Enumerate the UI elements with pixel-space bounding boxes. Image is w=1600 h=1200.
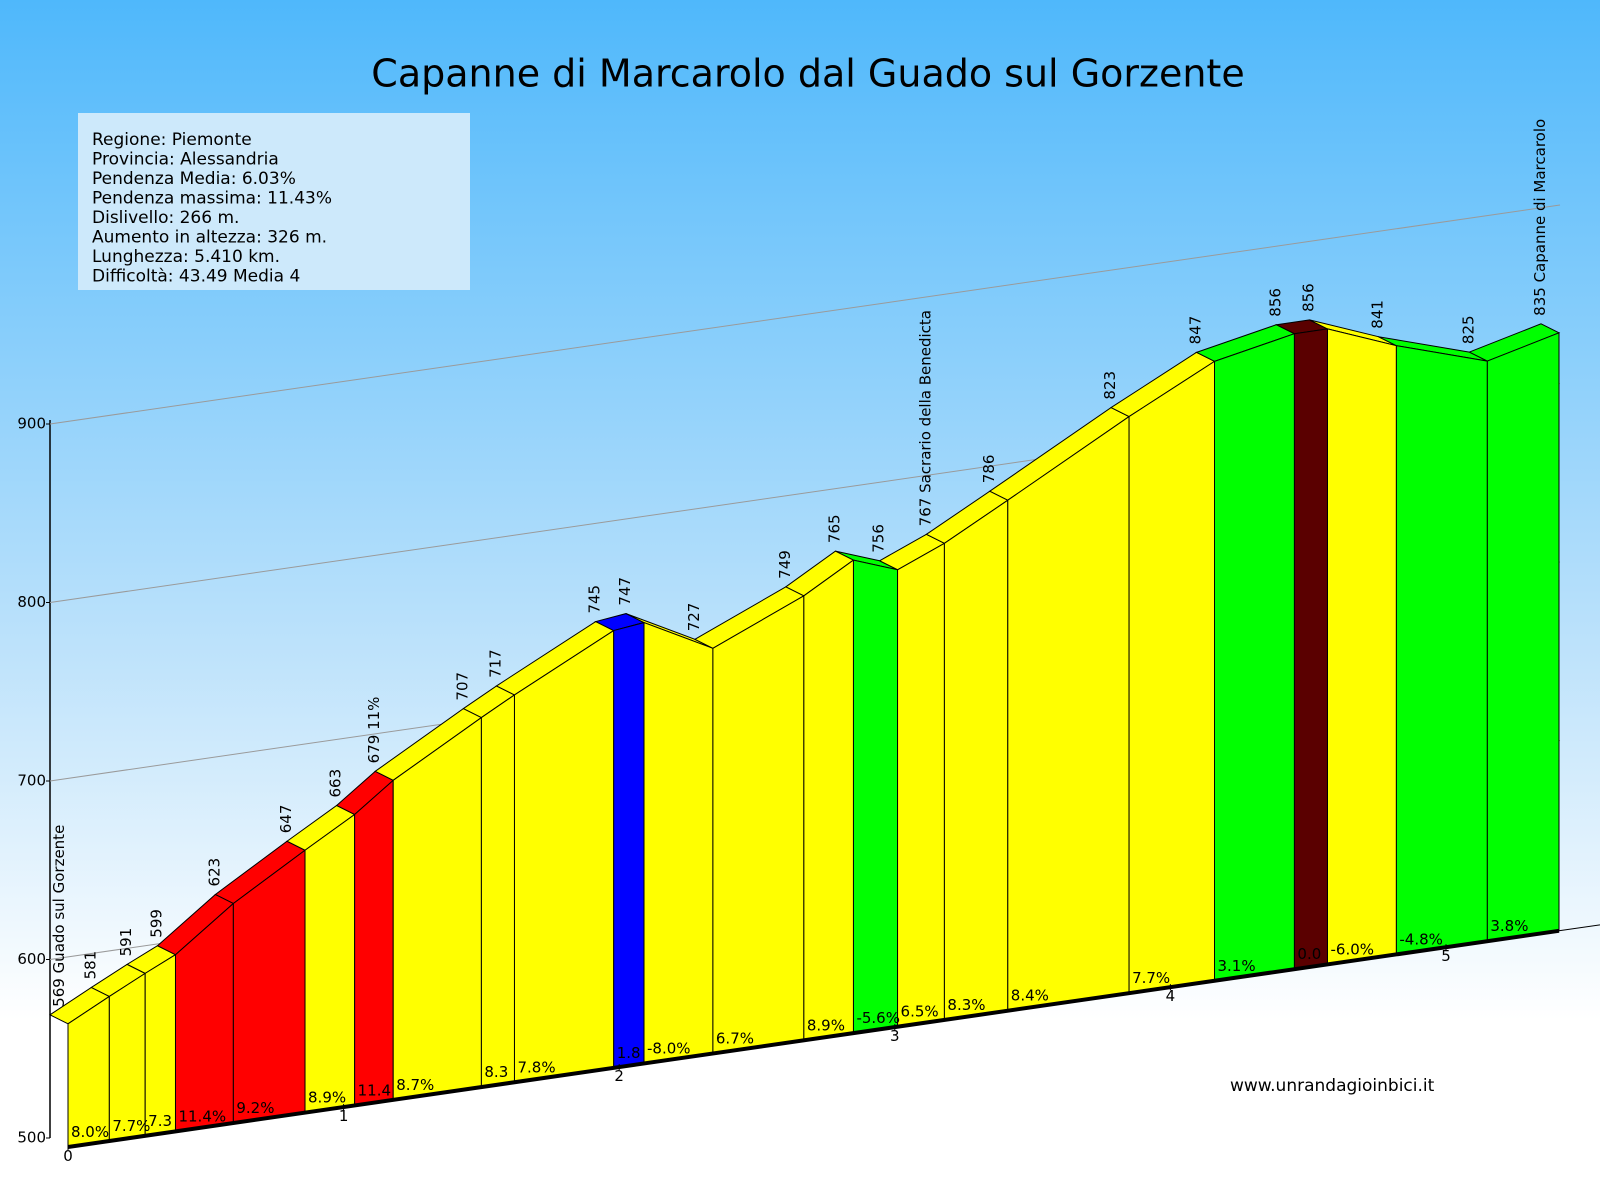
info-line: Provincia: Alessandria [92, 150, 279, 170]
segment-face [354, 779, 394, 1107]
elevation-label: 856 [1299, 283, 1317, 312]
slope-label: -6.0% [1330, 940, 1374, 958]
slope-label: -8.0% [647, 1039, 691, 1057]
elevation-label: 765 [825, 514, 843, 543]
slope-label: 7.3 [148, 1112, 172, 1130]
elevation-label: 647 [277, 805, 295, 834]
elevation-label: 569 Guado sul Gorzente [50, 825, 68, 1007]
elevation-label: 717 [486, 649, 504, 678]
elevation-label: 841 [1368, 300, 1386, 329]
elevation-label: 747 [616, 577, 634, 606]
elevation-label: 623 [205, 858, 223, 887]
segment-face [1326, 328, 1397, 965]
elevation-label: 745 [586, 585, 604, 614]
segment-face [643, 621, 714, 1065]
segment-face [712, 594, 805, 1055]
slope-label: 7.7% [1132, 969, 1170, 987]
elevation-label: 856 [1266, 288, 1284, 317]
elevation-label: 679 11% [365, 697, 383, 764]
floor-edge [1558, 924, 1600, 932]
elevation-label: 767 Sacrario della Benedicta [916, 310, 934, 526]
info-box [78, 113, 470, 290]
segment-face [613, 621, 645, 1069]
elevation-label: 599 [147, 909, 165, 938]
x-tick-label: 4 [1166, 987, 1176, 1005]
info-line: Pendenza Media: 6.03% [92, 169, 296, 189]
slope-label: 8.9% [308, 1089, 346, 1107]
slope-label: 6.5% [901, 1003, 939, 1021]
segment-face [803, 559, 854, 1041]
elevation-label: 756 [870, 524, 888, 553]
slope-label: -5.6% [856, 1009, 900, 1027]
x-tick-label: 2 [614, 1067, 624, 1085]
slope-label: 3.1% [1217, 957, 1255, 975]
info-line: Lunghezza: 5.410 km. [92, 247, 280, 267]
segment-face [1128, 360, 1215, 994]
x-tick-label: 0 [63, 1147, 73, 1165]
slope-label: 1.8 [617, 1044, 641, 1062]
slope-label: 11.4% [178, 1107, 226, 1125]
slope-label: 8.3 [484, 1063, 508, 1081]
slope-label: 7.7% [112, 1117, 150, 1135]
elevation-label: 591 [117, 928, 135, 957]
elevation-label: 707 [453, 672, 471, 701]
info-line: Regione: Piemonte [92, 130, 252, 150]
segment-face [943, 499, 1009, 1021]
slope-label: 7.8% [517, 1058, 555, 1076]
slope-label: 8.7% [396, 1076, 434, 1094]
y-tick-label: 800 [17, 593, 46, 611]
grid-line [49, 204, 1561, 425]
info-line: Aumento in altezza: 326 m. [92, 228, 327, 248]
source: www.unrandagioinbici.it [1230, 1076, 1435, 1096]
segment-face [1486, 332, 1560, 942]
elevation-label: 749 [776, 550, 794, 579]
info-line: Difficoltà: 43.49 Media 4 [92, 267, 300, 287]
slope-label: 11.4 [358, 1081, 391, 1099]
elevation-label: 663 [327, 769, 345, 798]
slope-label: 8.3% [947, 996, 985, 1014]
elevation-label: 727 [685, 603, 703, 632]
elevation-label: 823 [1101, 371, 1119, 400]
segment-face [304, 813, 356, 1114]
y-tick-label: 700 [17, 772, 46, 790]
segment-face [108, 972, 146, 1142]
slope-label: -4.8% [1399, 930, 1443, 948]
elevation-label: 825 [1459, 315, 1477, 344]
y-tick-label: 600 [17, 950, 46, 968]
x-tick-label: 3 [890, 1027, 900, 1045]
baseline [67, 928, 1560, 1149]
elevation-label: 835 Capanne di Marcarolo [1531, 119, 1549, 316]
segment-face [144, 953, 176, 1137]
slope-label: 8.9% [807, 1016, 845, 1034]
slope-label: 6.7% [716, 1029, 754, 1047]
segment-face [1213, 333, 1295, 982]
segment-face [480, 693, 515, 1088]
slope-label: 8.0% [71, 1123, 109, 1141]
slope-label: 0.0 [1297, 945, 1321, 963]
info-line: Dislivello: 266 m. [92, 208, 239, 228]
segment-face [1007, 415, 1130, 1012]
slope-label: 9.2% [236, 1099, 274, 1117]
info-line: Pendenza massima: 11.43% [92, 189, 332, 209]
elevation-label: 847 [1186, 316, 1204, 345]
segment-face [1293, 328, 1328, 970]
segment-face [897, 542, 945, 1028]
x-tick-label: 1 [339, 1107, 349, 1125]
segment-face [1395, 345, 1488, 955]
y-tick-label: 900 [17, 415, 46, 433]
elevation-label: 786 [980, 455, 998, 484]
elevation-label: 581 [81, 951, 99, 980]
x-tick-label: 5 [1441, 947, 1451, 965]
chart-title: Capanne di Marcarolo dal Guado sul Gorze… [371, 52, 1244, 96]
slope-label: 8.4% [1011, 987, 1049, 1005]
y-tick-label: 500 [17, 1129, 46, 1147]
segment-face [513, 629, 615, 1083]
segment-face [392, 716, 482, 1101]
segment-face [852, 559, 899, 1034]
slope-label: 3.8% [1490, 917, 1528, 935]
